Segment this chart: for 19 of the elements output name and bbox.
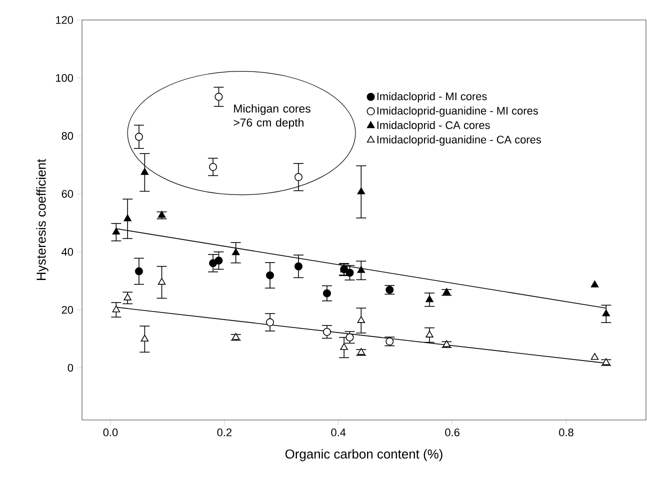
legend-label: Imidacloprid - CA cores bbox=[377, 121, 490, 132]
y-tick-label: 80 bbox=[62, 132, 74, 140]
y-tick-label: 40 bbox=[62, 248, 74, 256]
legend-label: Imidacloprid - MI cores bbox=[377, 92, 487, 102]
x-tick-label: 0.0 bbox=[103, 428, 118, 436]
y-tick-label: 0 bbox=[68, 364, 74, 372]
y-tick-label: 120 bbox=[56, 16, 74, 24]
x-tick-label: 0.2 bbox=[217, 428, 232, 436]
y-tick-label: 60 bbox=[62, 190, 74, 198]
legend-label: Imidacloprid-guanidine - MI cores bbox=[377, 106, 538, 117]
x-axis-title: Organic carbon content (%) bbox=[285, 449, 442, 462]
y-tick-label: 100 bbox=[56, 74, 74, 82]
y-tick-label: 20 bbox=[62, 306, 74, 314]
legend-label: Imidacloprid-guanidine - CA cores bbox=[377, 135, 542, 146]
y-axis-title: Hysteresis coefficient bbox=[36, 159, 48, 280]
x-tick-label: 0.8 bbox=[559, 428, 574, 436]
x-tick-label: 0.6 bbox=[445, 428, 460, 436]
x-tick-label: 0.4 bbox=[331, 428, 346, 436]
annotation: Michigan cores >76 cm depth bbox=[234, 104, 310, 129]
